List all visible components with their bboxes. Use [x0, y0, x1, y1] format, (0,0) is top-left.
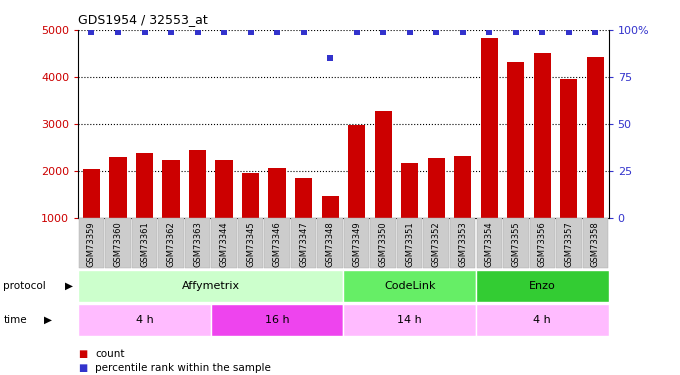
Text: GSM73349: GSM73349 — [352, 222, 361, 267]
Bar — [476, 304, 609, 336]
Bar — [530, 217, 555, 268]
Bar — [216, 160, 233, 264]
Bar — [136, 153, 153, 264]
Bar — [428, 158, 445, 264]
Bar — [481, 39, 498, 264]
Text: 4 h: 4 h — [135, 315, 154, 325]
Bar — [291, 217, 316, 268]
Text: protocol: protocol — [3, 281, 46, 291]
Bar — [185, 217, 210, 268]
Bar — [238, 217, 263, 268]
Bar — [265, 217, 290, 268]
Bar — [477, 217, 502, 268]
Bar — [242, 172, 259, 264]
Text: ■: ■ — [78, 350, 88, 359]
Text: GSM73363: GSM73363 — [193, 222, 202, 267]
Bar — [401, 163, 418, 264]
Text: Affymetrix: Affymetrix — [182, 281, 240, 291]
Bar — [344, 217, 369, 268]
Bar — [211, 217, 237, 268]
Bar — [503, 217, 528, 268]
Text: GSM73362: GSM73362 — [167, 222, 175, 267]
Bar — [295, 178, 312, 264]
Bar — [318, 217, 343, 268]
Text: GDS1954 / 32553_at: GDS1954 / 32553_at — [78, 13, 208, 26]
Bar — [587, 57, 604, 264]
Bar — [109, 157, 126, 264]
Bar — [163, 160, 180, 264]
Text: CodeLink: CodeLink — [384, 281, 435, 291]
Text: GSM73357: GSM73357 — [564, 222, 573, 267]
Bar — [534, 53, 551, 264]
Text: GSM73346: GSM73346 — [273, 222, 282, 267]
Text: GSM73345: GSM73345 — [246, 222, 255, 267]
Text: GSM73347: GSM73347 — [299, 222, 308, 267]
Text: percentile rank within the sample: percentile rank within the sample — [95, 363, 271, 373]
Text: GSM73351: GSM73351 — [405, 222, 414, 267]
Text: GSM73352: GSM73352 — [432, 222, 441, 267]
Bar — [189, 150, 206, 264]
Text: 14 h: 14 h — [397, 315, 422, 325]
Text: GSM73344: GSM73344 — [220, 222, 228, 267]
Text: ▶: ▶ — [44, 315, 52, 325]
Text: GSM73361: GSM73361 — [140, 222, 149, 267]
Bar — [322, 196, 339, 264]
Text: GSM73359: GSM73359 — [87, 222, 96, 267]
Bar — [158, 217, 184, 268]
Bar — [454, 156, 471, 264]
Text: ■: ■ — [78, 363, 88, 373]
Text: GSM73353: GSM73353 — [458, 222, 467, 267]
Bar — [269, 168, 286, 264]
Bar — [397, 217, 422, 268]
Bar — [560, 79, 577, 264]
Text: GSM73354: GSM73354 — [485, 222, 494, 267]
Bar — [583, 217, 608, 268]
Bar — [343, 304, 476, 336]
Bar — [78, 270, 343, 302]
Bar — [375, 111, 392, 264]
Bar — [105, 217, 131, 268]
Text: GSM73356: GSM73356 — [538, 222, 547, 267]
Bar — [476, 270, 609, 302]
Bar — [132, 217, 157, 268]
Text: ▶: ▶ — [65, 281, 73, 291]
Text: count: count — [95, 350, 124, 359]
Bar — [424, 217, 449, 268]
Bar — [507, 62, 524, 264]
Text: GSM73348: GSM73348 — [326, 222, 335, 267]
Text: GSM73350: GSM73350 — [379, 222, 388, 267]
Bar — [79, 217, 104, 268]
Bar — [556, 217, 581, 268]
Text: GSM73355: GSM73355 — [511, 222, 520, 267]
Bar — [211, 304, 343, 336]
Text: GSM73360: GSM73360 — [114, 222, 122, 267]
Bar — [348, 124, 365, 264]
Text: 4 h: 4 h — [533, 315, 551, 325]
Bar — [78, 304, 211, 336]
Bar — [371, 217, 396, 268]
Bar — [343, 270, 476, 302]
Text: time: time — [3, 315, 27, 325]
Bar — [83, 169, 100, 264]
Text: 16 h: 16 h — [265, 315, 290, 325]
Text: GSM73358: GSM73358 — [591, 222, 600, 267]
Text: Enzo: Enzo — [529, 281, 556, 291]
Bar — [450, 217, 475, 268]
